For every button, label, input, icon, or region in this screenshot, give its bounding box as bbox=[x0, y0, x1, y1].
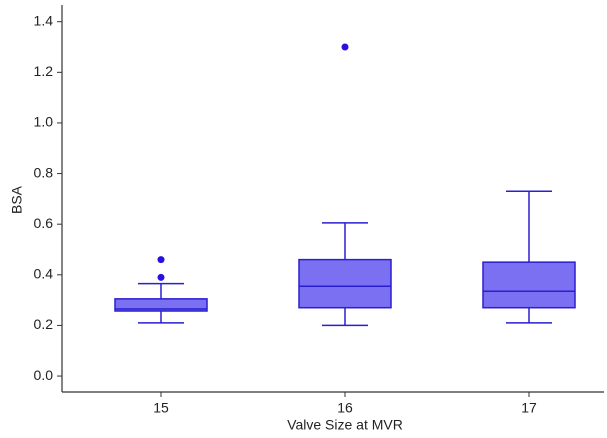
box bbox=[298, 258, 392, 309]
x-tick-label: 15 bbox=[153, 400, 169, 416]
outlier bbox=[341, 43, 349, 51]
x-tick-label: 17 bbox=[521, 400, 537, 416]
y-axis-label: BSA bbox=[9, 185, 25, 214]
outlier bbox=[157, 273, 165, 281]
y-tick-label: 1.4 bbox=[34, 12, 54, 28]
y-tick-label: 0.0 bbox=[34, 367, 54, 383]
box bbox=[114, 298, 208, 312]
y-tick-label: 0.6 bbox=[34, 215, 54, 231]
y-tick-label: 0.4 bbox=[34, 266, 54, 282]
y-tick-label: 0.8 bbox=[34, 164, 54, 180]
outlier bbox=[157, 256, 165, 264]
y-tick-label: 0.2 bbox=[34, 316, 54, 332]
y-tick-label: 1.0 bbox=[34, 114, 54, 130]
x-tick-label: 16 bbox=[337, 400, 353, 416]
y-tick-label: 1.2 bbox=[34, 63, 54, 79]
x-axis-label: Valve Size at MVR bbox=[287, 417, 403, 433]
box bbox=[482, 261, 576, 309]
